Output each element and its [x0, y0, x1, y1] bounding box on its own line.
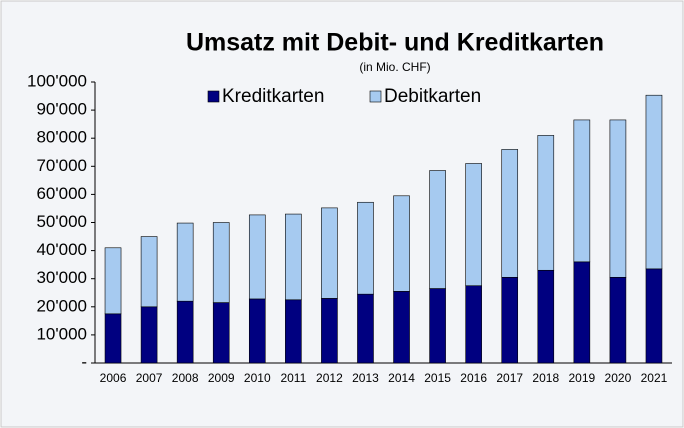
y-tick-label: 90'000 [36, 100, 87, 119]
x-tick-label: 2012 [316, 371, 343, 385]
bar-segment [176, 300, 194, 364]
y-tick-label: 80'000 [36, 128, 87, 147]
bar-segment [357, 201, 374, 295]
bar-segment [429, 288, 446, 364]
x-tick-label: 2021 [641, 371, 668, 385]
bar-segment [537, 135, 555, 271]
bar-segment [573, 119, 591, 263]
bar-segment [573, 261, 591, 364]
bar-segment [140, 306, 158, 364]
bar-segment [465, 163, 482, 287]
bar-segment [248, 214, 266, 300]
bar-segment [357, 293, 374, 364]
x-tick-label: 2010 [244, 371, 271, 385]
bar-segment [393, 195, 410, 292]
bar-segment [645, 268, 663, 364]
legend-label: Kreditkarten [222, 86, 324, 107]
bar-segment [645, 94, 663, 270]
legend-swatch [369, 90, 382, 103]
x-tick-label: 2015 [424, 371, 451, 385]
bar-segment [212, 222, 230, 303]
bar-segment [321, 298, 338, 364]
y-tick-label: - [81, 352, 87, 371]
bar-segment [609, 276, 627, 364]
bar-segment [212, 302, 230, 364]
y-tick-label: 20'000 [36, 296, 87, 315]
x-tick-label: 2019 [568, 371, 595, 385]
legend-label: Debitkarten [384, 86, 481, 107]
x-tick-label: 2013 [352, 371, 379, 385]
x-tick-label: 2009 [208, 371, 235, 385]
bar-segment [501, 149, 519, 278]
y-tick-label: 50'000 [36, 212, 87, 231]
x-tick-label: 2017 [496, 371, 523, 385]
y-tick-label: 30'000 [36, 268, 87, 287]
bar-segment [248, 298, 266, 364]
x-tick-label: 2016 [460, 371, 487, 385]
bar-segment [285, 299, 302, 364]
y-tick-label: 40'000 [36, 240, 87, 259]
bar-segment [104, 247, 122, 315]
chart-subtitle: (in Mio. CHF) [359, 60, 430, 74]
x-tick-label: 2008 [172, 371, 199, 385]
y-tick-label: 100'000 [27, 71, 87, 90]
x-tick-label: 2014 [388, 371, 415, 385]
bar-segment [429, 170, 446, 289]
bar-segment [176, 222, 194, 302]
x-tick-label: 2006 [100, 371, 127, 385]
x-tick-label: 2020 [605, 371, 632, 385]
x-tick-label: 2018 [532, 371, 559, 385]
bar-segment [393, 291, 410, 364]
bar-segment [104, 313, 122, 364]
bar-segment [465, 285, 482, 364]
bar-segment [285, 213, 302, 301]
bar-segment [501, 276, 519, 364]
y-tick-label: 10'000 [36, 324, 87, 343]
bar-segment [140, 236, 158, 308]
y-tick-label: 60'000 [36, 184, 87, 203]
y-tick-label: 70'000 [36, 156, 87, 175]
bar-segment [321, 207, 338, 299]
chart-title: Umsatz mit Debit- und Kreditkarten [186, 29, 604, 57]
bar-segment [609, 119, 627, 278]
x-tick-label: 2007 [136, 371, 163, 385]
x-tick-label: 2011 [280, 371, 306, 385]
bar-segment [537, 269, 555, 364]
legend-swatch [207, 90, 220, 103]
